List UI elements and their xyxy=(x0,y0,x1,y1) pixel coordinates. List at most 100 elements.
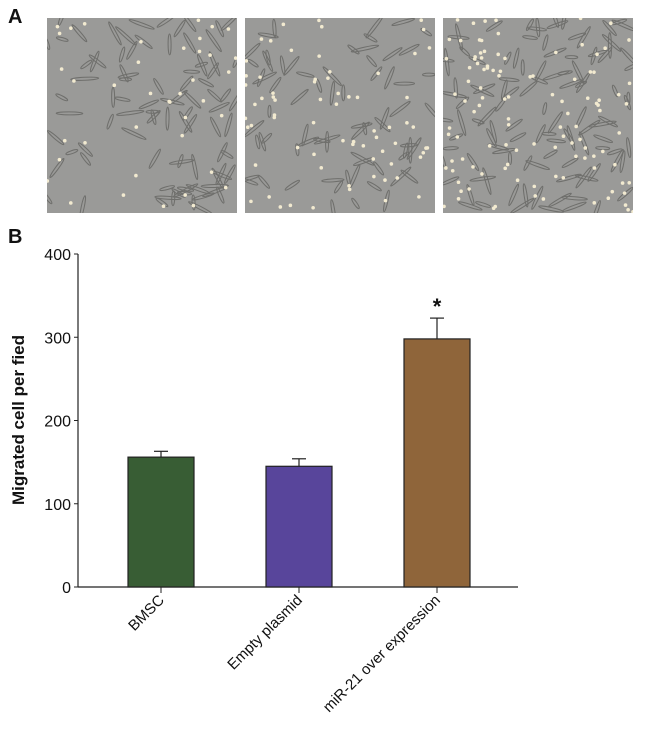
round-cell xyxy=(477,103,482,108)
round-cell xyxy=(558,125,563,129)
cell xyxy=(574,174,599,182)
round-cell xyxy=(455,135,460,139)
round-cell xyxy=(477,38,482,42)
round-cell xyxy=(208,53,212,57)
cell xyxy=(620,47,633,68)
round-cell xyxy=(210,24,214,29)
round-cell xyxy=(191,78,195,82)
cell xyxy=(498,77,520,82)
cell xyxy=(366,181,382,192)
cell xyxy=(284,179,300,191)
round-cell xyxy=(583,146,588,150)
round-cell xyxy=(226,70,231,74)
round-cell xyxy=(485,64,490,68)
round-cell xyxy=(201,99,206,103)
round-cell xyxy=(472,57,477,61)
cell xyxy=(374,117,391,133)
cell xyxy=(500,79,508,101)
cell xyxy=(177,154,184,169)
round-cell xyxy=(219,113,224,118)
round-cell xyxy=(55,24,60,29)
round-cell xyxy=(427,46,432,50)
cell xyxy=(269,76,282,94)
cell xyxy=(399,143,418,148)
round-cell xyxy=(588,70,593,74)
round-cell xyxy=(598,108,602,113)
cell xyxy=(611,84,619,98)
cell xyxy=(562,201,587,212)
round-cell xyxy=(624,102,629,106)
cell xyxy=(398,151,410,161)
cell xyxy=(508,183,520,207)
cell xyxy=(47,190,53,205)
round-cell xyxy=(405,95,409,100)
round-cell xyxy=(594,101,599,106)
cell xyxy=(525,18,534,31)
cell xyxy=(80,59,93,70)
cell xyxy=(443,146,459,151)
round-cell xyxy=(532,184,537,189)
cell xyxy=(575,80,588,88)
cell xyxy=(257,32,279,39)
cell xyxy=(118,46,126,63)
round-cell xyxy=(574,154,578,159)
round-cell xyxy=(336,91,340,96)
cell xyxy=(153,77,164,95)
cell xyxy=(590,46,598,66)
cell xyxy=(575,166,592,189)
round-cell xyxy=(319,24,324,29)
round-cell xyxy=(258,75,262,79)
round-cell xyxy=(328,69,332,74)
cell xyxy=(566,125,576,151)
x-tick-label: miR-21 over expression xyxy=(320,592,444,716)
round-cell xyxy=(374,135,379,140)
round-cell xyxy=(506,122,511,127)
cell xyxy=(563,128,575,146)
round-cell xyxy=(418,155,423,159)
round-cell xyxy=(47,179,50,183)
y-tick-label: 400 xyxy=(44,247,71,264)
cell xyxy=(134,34,153,50)
cell xyxy=(561,157,579,168)
y-axis-label: Migrated cell per fied xyxy=(9,335,28,505)
cell xyxy=(209,116,222,138)
cell xyxy=(80,152,91,166)
round-cell xyxy=(334,102,339,106)
round-cell xyxy=(610,189,615,194)
cell xyxy=(116,110,145,116)
cell xyxy=(555,173,582,183)
round-cell xyxy=(592,166,597,170)
x-tick-label: BMSC xyxy=(125,592,168,635)
round-cell xyxy=(482,49,487,54)
round-cell xyxy=(421,151,426,155)
cell xyxy=(351,121,370,140)
round-cell xyxy=(245,125,250,129)
cell xyxy=(408,136,413,164)
round-cell xyxy=(455,18,460,22)
cell xyxy=(473,83,496,95)
cell xyxy=(119,77,133,82)
round-cell xyxy=(272,113,277,117)
round-cell xyxy=(503,56,507,61)
round-cell xyxy=(475,61,480,66)
cell xyxy=(453,77,458,99)
cell xyxy=(108,21,122,46)
cell xyxy=(470,84,495,97)
round-cell xyxy=(606,196,611,201)
round-cell xyxy=(380,149,385,154)
round-cell xyxy=(347,184,351,188)
round-cell xyxy=(506,95,511,99)
round-cell xyxy=(622,191,627,195)
cell xyxy=(610,149,624,173)
cell xyxy=(119,64,129,83)
round-cell xyxy=(198,36,202,41)
cell xyxy=(592,200,601,213)
round-cell xyxy=(288,203,293,208)
cell xyxy=(279,55,286,76)
round-cell xyxy=(480,96,485,100)
cell xyxy=(567,32,587,41)
round-cell xyxy=(592,70,596,74)
round-cell xyxy=(83,140,87,145)
cell xyxy=(522,183,529,208)
